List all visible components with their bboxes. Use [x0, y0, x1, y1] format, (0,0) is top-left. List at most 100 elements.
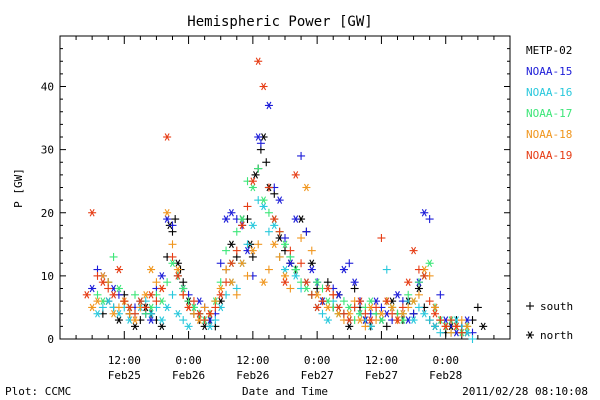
y-tick-label: 30	[41, 144, 54, 157]
data-point-north	[313, 303, 322, 312]
data-point-north	[227, 240, 236, 249]
data-point-north	[291, 171, 300, 179]
data-point-south	[297, 259, 306, 268]
data-point-south	[447, 316, 456, 325]
y-axis-label: P [GW]	[12, 168, 25, 208]
data-point-south	[414, 265, 423, 274]
data-point-south	[350, 284, 359, 293]
data-point-north	[259, 278, 268, 286]
data-point-north	[281, 278, 289, 286]
data-point-south	[243, 202, 252, 211]
data-point-south	[179, 290, 188, 299]
data-point-north	[88, 208, 97, 217]
data-point-north	[251, 171, 260, 179]
data-point-south	[361, 309, 370, 318]
data-point-south	[318, 297, 327, 306]
y-tick-label: 0	[47, 333, 54, 346]
data-point-south	[323, 278, 332, 287]
data-point-south	[114, 303, 123, 312]
data-point-north	[254, 57, 263, 66]
data-point-north	[163, 303, 172, 312]
x-tick-label-date: Feb26	[236, 369, 269, 382]
data-point-north	[366, 316, 375, 324]
marker-legend: south north	[526, 300, 573, 342]
x-tick-label-time: 0:00	[304, 354, 331, 367]
data-point-north	[377, 309, 386, 318]
data-point-north	[431, 309, 439, 318]
data-point-north	[216, 284, 225, 293]
data-point-north	[163, 133, 172, 141]
data-point-north	[114, 316, 123, 324]
data-point-north	[227, 259, 236, 268]
data-point-south	[372, 303, 381, 312]
data-point-south	[345, 259, 354, 268]
data-point-south	[254, 164, 263, 173]
data-point-south	[388, 309, 397, 318]
y-tick-label: 40	[41, 81, 54, 94]
data-point-north	[420, 272, 429, 280]
data-point-south	[168, 221, 177, 230]
series-legend: METP-02 NOAA-15 NOAA-16 NOAA-17 NOAA-18 NOAA-…	[526, 44, 572, 162]
data-point-south	[131, 290, 139, 299]
data-point-south	[318, 309, 327, 318]
data-point-north	[136, 297, 145, 305]
data-point-south	[98, 303, 107, 312]
data-point-south	[232, 227, 241, 236]
y-tick-label: 20	[41, 207, 54, 220]
data-point-north	[441, 322, 450, 331]
data-point-north	[302, 278, 311, 286]
data-point-north	[238, 221, 247, 230]
data-point-north	[388, 303, 397, 312]
data-point-north	[157, 284, 166, 293]
data-point-north	[313, 278, 322, 286]
data-point-north	[184, 322, 193, 331]
data-point-north	[157, 322, 166, 331]
data-point-south	[93, 290, 102, 299]
data-points	[82, 57, 488, 343]
data-point-north	[409, 297, 418, 305]
data-point-south	[152, 278, 161, 287]
data-point-south	[350, 303, 359, 312]
data-point-south	[409, 309, 418, 318]
legend-entry: NOAA-17	[526, 107, 572, 120]
x-tick-label-date: Feb27	[301, 369, 334, 382]
y-tick-label: 10	[41, 270, 54, 283]
data-point-south	[248, 252, 257, 261]
marker-legend-label: north	[540, 329, 573, 342]
data-point-south	[168, 252, 177, 261]
data-point-north	[334, 303, 343, 312]
data-point-south	[286, 246, 295, 255]
data-point-north	[248, 183, 257, 192]
plot-credit: Plot: CCMC	[5, 385, 71, 398]
data-point-south	[262, 158, 271, 167]
data-point-south	[222, 265, 231, 274]
data-point-south	[414, 290, 423, 299]
data-point-south	[264, 227, 273, 236]
data-point-south	[307, 290, 316, 299]
data-point-north	[248, 221, 257, 230]
x-tick-label-time: 0:00	[432, 354, 459, 367]
data-point-north	[350, 278, 359, 286]
data-point-north	[93, 309, 102, 318]
data-point-north	[248, 246, 257, 255]
data-point-south	[189, 297, 198, 306]
data-point-south	[168, 290, 177, 299]
data-point-north	[238, 259, 247, 268]
data-point-south	[404, 290, 413, 299]
data-point-north	[88, 303, 97, 312]
data-point-south	[468, 335, 477, 343]
data-point-north	[157, 316, 166, 324]
data-point-north	[281, 240, 289, 249]
data-point-north	[131, 322, 139, 331]
data-point-north	[291, 215, 300, 223]
data-point-north	[307, 259, 316, 268]
legend-entry: NOAA-15	[526, 65, 572, 78]
legend-entry: METP-02	[526, 44, 572, 57]
data-point-south	[275, 252, 284, 261]
data-point-north	[168, 259, 177, 268]
data-point-north	[431, 303, 439, 312]
data-point-south	[447, 328, 456, 337]
series-metp-02	[98, 133, 488, 337]
data-point-north	[420, 208, 429, 217]
data-point-south	[222, 278, 231, 287]
